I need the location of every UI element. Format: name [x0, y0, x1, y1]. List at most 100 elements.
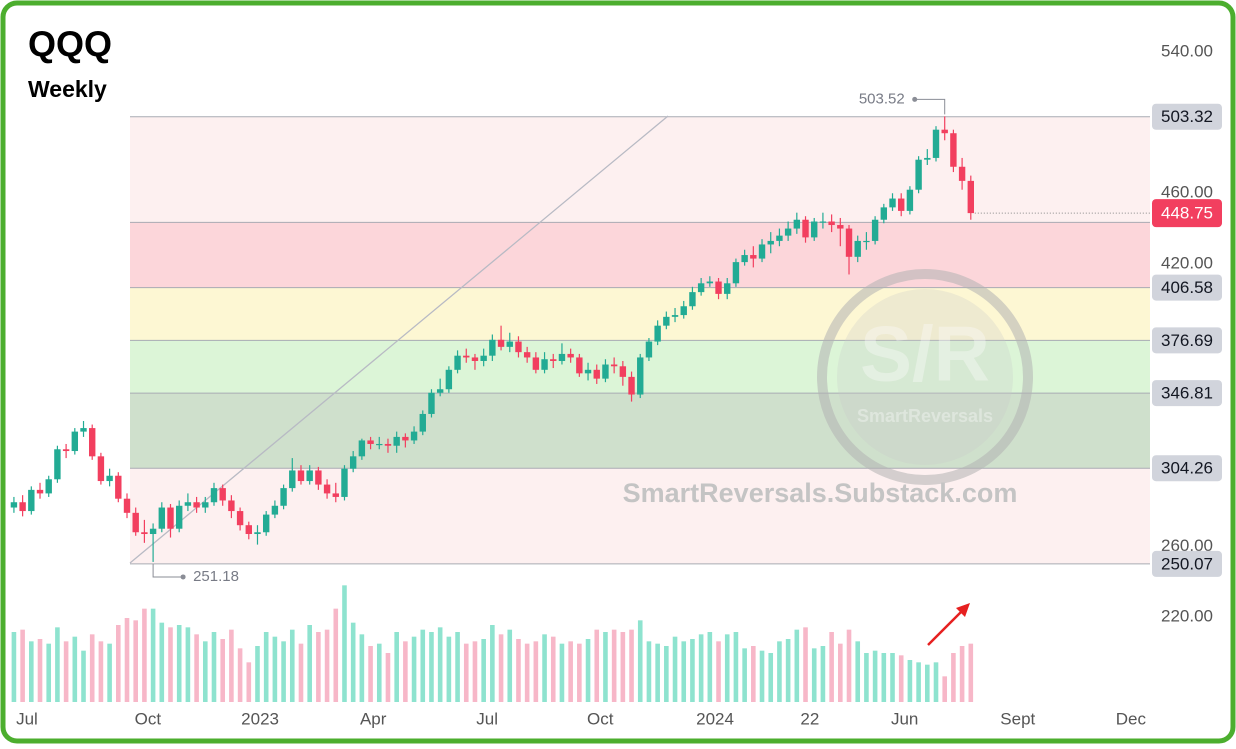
- volume-bar: [550, 636, 556, 702]
- candle-body: [463, 355, 470, 358]
- last-price-label: 448.75: [1161, 204, 1213, 223]
- volume-bar: [46, 643, 52, 702]
- candle-body: [297, 470, 305, 482]
- volume-bar: [933, 662, 939, 702]
- volume-bar: [577, 643, 582, 702]
- volume-bar: [759, 650, 765, 702]
- y-tick-label: 260.00: [1161, 536, 1213, 555]
- candle-body: [680, 306, 687, 316]
- band: [130, 393, 1150, 469]
- volume-bar: [63, 641, 69, 702]
- x-tick-label: Dec: [1116, 709, 1147, 728]
- candle-body: [332, 493, 339, 497]
- candle-body: [71, 431, 79, 452]
- candle-body: [819, 221, 827, 223]
- volume-bar: [263, 632, 269, 702]
- candle-body: [358, 440, 366, 457]
- volume-bar: [942, 676, 948, 702]
- candle-body: [532, 357, 540, 370]
- x-tick-label: 22: [800, 709, 819, 728]
- y-tick-label: 220.00: [1161, 606, 1213, 625]
- candle-body: [932, 129, 940, 158]
- high-dot: [912, 96, 918, 102]
- volume-bar: [664, 646, 669, 702]
- watermark-site: SmartReversals.Substack.com: [623, 478, 1018, 508]
- candle-body: [741, 255, 748, 263]
- volume-bar: [820, 646, 826, 702]
- volume-bar: [951, 653, 956, 702]
- volume-bar: [585, 639, 591, 702]
- candle-body: [671, 315, 679, 317]
- volume-bar: [246, 662, 252, 702]
- chart-subtitle: Weekly: [28, 76, 107, 102]
- watermark-ring: [817, 269, 1033, 485]
- candle-body: [697, 283, 705, 293]
- candle-body: [645, 341, 653, 358]
- candle-body: [854, 240, 861, 257]
- volume-bar: [185, 627, 191, 702]
- x-tick-label: Jul: [16, 709, 38, 728]
- volume-bar: [751, 646, 756, 702]
- level-label-box: [1152, 380, 1222, 407]
- level-label: 346.81: [1161, 384, 1213, 403]
- candle-body: [28, 489, 35, 512]
- high-label: 503.52: [859, 90, 905, 107]
- candle-body: [219, 488, 226, 501]
- volume-bar: [194, 634, 199, 702]
- watermark-disc: [837, 289, 1013, 465]
- level-label-box: [1152, 274, 1222, 301]
- candle-body: [610, 364, 618, 367]
- candle-body: [323, 484, 331, 494]
- volume-bar: [655, 643, 660, 702]
- volume-bar: [559, 643, 565, 702]
- volume-bar: [107, 643, 112, 702]
- y-axis: 540.00 460.00 420.00 260.00 220.00: [1161, 41, 1213, 625]
- red-arrow: [927, 603, 970, 646]
- volume-bar: [124, 618, 130, 702]
- candle-body: [280, 488, 287, 506]
- volume-bar: [898, 655, 904, 702]
- candle-body: [167, 507, 174, 529]
- volume-bar: [55, 627, 60, 702]
- candle-body: [758, 244, 766, 259]
- level-label: 503.32: [1161, 107, 1213, 126]
- band: [130, 222, 1150, 288]
- volume-bar: [359, 634, 365, 702]
- candle-body: [262, 514, 270, 533]
- volume-bar: [20, 629, 25, 702]
- candle-body: [837, 225, 844, 229]
- volume-bar: [81, 650, 86, 702]
- low-connector: [152, 563, 184, 578]
- volume-bar: [811, 648, 817, 702]
- low-dot: [180, 574, 186, 580]
- level-label-box: [1152, 550, 1222, 577]
- candle-body: [10, 502, 18, 508]
- candle-body: [724, 283, 731, 294]
- volume-bar: [829, 632, 834, 702]
- candle-body: [958, 166, 966, 181]
- level-label: 304.26: [1161, 459, 1213, 478]
- volume: [11, 585, 974, 702]
- last-price-box: [1152, 199, 1222, 228]
- band: [130, 287, 1150, 341]
- x-tick-label: Oct: [587, 709, 614, 728]
- y-tick-label: 420.00: [1161, 253, 1213, 272]
- watermark: S/R SmartReversals: [817, 269, 1033, 485]
- volume-bar: [307, 625, 312, 702]
- candle-body: [376, 443, 383, 446]
- volume-bar: [176, 625, 182, 702]
- level-label-box: [1152, 327, 1222, 354]
- candle-body: [628, 376, 635, 395]
- band: [130, 468, 1150, 564]
- level-label-box: [1152, 103, 1222, 130]
- volume-bar: [298, 643, 304, 702]
- watermark-name: SmartReversals: [857, 406, 993, 426]
- candle-body: [97, 456, 105, 482]
- candle-body: [924, 157, 931, 160]
- volume-bar: [72, 636, 78, 702]
- candle-body: [654, 325, 661, 342]
- candle-body: [567, 353, 574, 358]
- candle-body: [289, 470, 296, 489]
- volume-bar: [342, 585, 347, 702]
- volume-bar: [516, 639, 521, 702]
